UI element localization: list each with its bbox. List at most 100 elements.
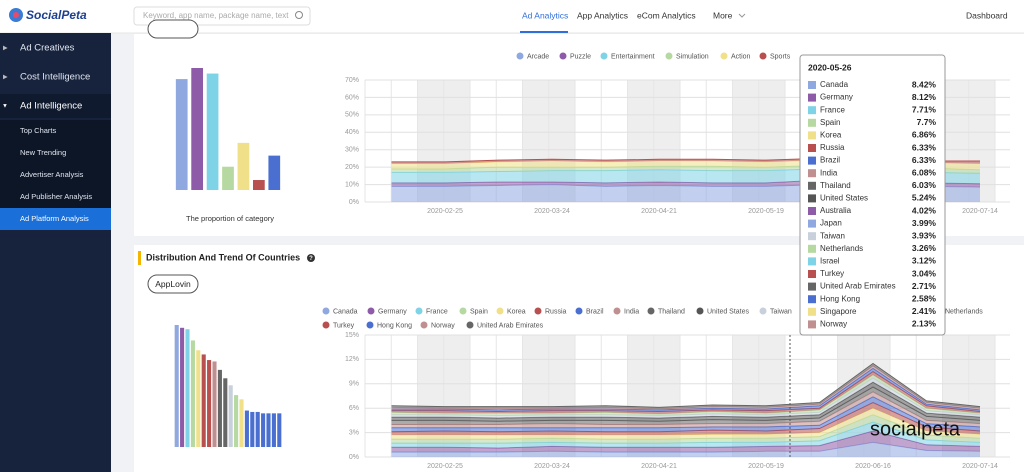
legend-swatch	[559, 52, 567, 60]
sidebar-subitem[interactable]: Advertiser Analysis	[20, 170, 84, 179]
bar	[217, 369, 222, 447]
legend-label: France	[426, 308, 448, 315]
sidebar-item[interactable]: Ad Creatives	[20, 43, 75, 54]
tooltip-title: 2020-05-26	[808, 62, 852, 72]
area-fill	[391, 396, 980, 432]
tooltip-swatch	[808, 144, 816, 152]
legend-swatch	[720, 52, 728, 60]
legend-label: United Arab Emirates	[477, 322, 544, 329]
tooltip-value: 3.12%	[912, 256, 937, 266]
legend-label: Spain	[470, 308, 488, 315]
bar	[266, 413, 271, 447]
tooltip-swatch	[808, 232, 816, 241]
area-fill	[391, 442, 980, 457]
chevron	[738, 13, 746, 18]
tooltip-swatch	[808, 270, 816, 278]
legend-label: Norway	[431, 322, 455, 329]
legend-swatch	[367, 307, 375, 315]
tooltip-swatch	[808, 320, 816, 329]
legend-label: India	[624, 308, 639, 315]
bar	[180, 327, 185, 447]
nav-link[interactable]: eCom Analytics	[637, 10, 696, 20]
tooltip-value: 3.04%	[912, 268, 937, 278]
chart-caption: The proportion of category	[186, 214, 274, 223]
tooltip-name: Netherlands	[820, 244, 863, 253]
x-tick-label: 2020-04-21	[641, 463, 677, 470]
legend-label: Sports	[770, 53, 791, 60]
y-tick-label: 50%	[345, 112, 359, 119]
tooltip-name: Australia	[820, 206, 852, 215]
bar	[212, 361, 217, 447]
legend-swatch	[534, 307, 542, 315]
y-tick-label: 0%	[349, 199, 359, 206]
help-icon-mark: ?	[309, 256, 313, 262]
area-fill	[391, 408, 980, 440]
legend-label: Entertainment	[611, 53, 655, 60]
tooltip-swatch	[808, 131, 816, 140]
y-tick-label: 10%	[345, 181, 359, 188]
tooltip-swatch	[808, 81, 816, 89]
tooltip-name: Israel	[820, 257, 840, 266]
tooltip-name: India	[820, 168, 838, 177]
y-tick-label: 6%	[349, 405, 359, 412]
x-tick-label: 2020-06-16	[855, 463, 891, 470]
caret: ▶	[3, 46, 8, 52]
tooltip-value: 2.71%	[912, 281, 937, 291]
y-tick-label: 20%	[345, 164, 359, 171]
tooltip-value: 6.33%	[912, 142, 937, 152]
logo: SocialPeta	[26, 8, 87, 22]
search-icon[interactable]	[295, 11, 303, 19]
pill-button[interactable]	[147, 19, 199, 39]
app-button[interactable]	[147, 274, 199, 294]
tooltip-swatch	[808, 169, 816, 178]
sidebar-subitem[interactable]: New Trending	[20, 148, 66, 157]
tooltip-name: Spain	[820, 118, 840, 127]
tooltip-value: 6.03%	[912, 180, 937, 190]
nav-link[interactable]: Ad Analytics	[522, 10, 568, 20]
logo-icon-dot	[13, 12, 19, 18]
sidebar-item[interactable]: Cost Intelligence	[20, 72, 90, 83]
legend-swatch	[575, 307, 583, 315]
x-tick-label: 2020-02-25	[427, 463, 463, 470]
y-tick-label: 0%	[349, 454, 359, 461]
sidebar-active	[0, 94, 111, 118]
legend-label: Arcade	[527, 53, 549, 60]
bar	[223, 378, 228, 447]
sidebar-subitem[interactable]: Ad Platform Analysis	[20, 214, 89, 223]
area-fill	[391, 402, 980, 436]
y-tick-label: 12%	[345, 356, 359, 363]
dashboard-link[interactable]: Dashboard	[966, 10, 1008, 20]
tooltip-value: 6.33%	[912, 155, 937, 165]
area-fill	[391, 414, 980, 444]
legend-swatch	[459, 307, 467, 315]
legend-swatch	[322, 321, 330, 329]
legend-label: Korea	[507, 308, 526, 315]
sidebar-subitem[interactable]: Top Charts	[20, 126, 57, 135]
legend-label: Puzzle	[570, 53, 591, 60]
bar	[255, 411, 260, 447]
legend-label: Canada	[333, 308, 358, 315]
x-tick-label: 2020-05-19	[748, 463, 784, 470]
nav-link[interactable]: More	[713, 10, 733, 20]
tooltip-value: 7.71%	[912, 104, 937, 114]
bar	[261, 413, 266, 447]
bar	[268, 155, 281, 190]
bar	[201, 354, 206, 447]
x-tick-label: 2020-03-24	[534, 463, 570, 470]
area-fill	[391, 422, 980, 449]
tooltip-swatch	[808, 257, 816, 266]
legend-swatch	[415, 307, 423, 315]
tooltip-swatch	[808, 282, 816, 291]
sidebar-item[interactable]: Ad Intelligence	[20, 101, 82, 112]
tooltip-swatch	[808, 219, 816, 228]
legend-swatch	[420, 321, 428, 329]
caret: ▶	[3, 75, 8, 81]
legend-label: Brazil	[586, 308, 604, 315]
bar	[250, 411, 255, 447]
tooltip-swatch	[808, 181, 816, 190]
nav-link[interactable]: App Analytics	[577, 10, 628, 20]
sidebar-subitem[interactable]: Ad Publisher Analysis	[20, 192, 92, 201]
tooltip-value: 2.58%	[912, 293, 937, 303]
help-icon[interactable]	[307, 254, 315, 262]
